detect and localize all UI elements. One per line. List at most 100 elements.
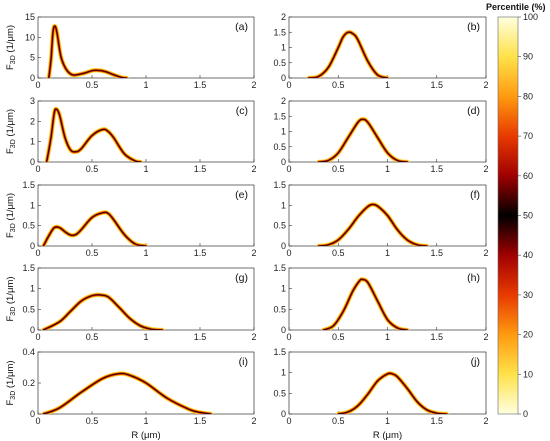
y-tick-label: 0 [281,157,286,167]
axes-box [288,351,487,415]
x-tick-label: 0.5 [332,248,345,258]
colorbar: Percentile (%) 0 10 20 30 40 50 60 70 80 90 100 [486,2,546,419]
y-tick-label: 0.5 [273,58,286,68]
y-tick-label: 1 [281,43,286,53]
colorbar-tick-label: 60 [523,171,533,181]
x-tick-label: 1.5 [194,80,207,90]
x-tick-label: 1.5 [430,80,443,90]
y-tick-label: 2 [281,96,286,106]
x-tick-label: 2 [251,332,256,342]
x-tick-label: 0 [286,416,291,426]
x-tick-label: 1.5 [194,416,207,426]
band-outer [316,202,430,246]
x-tick-label: 0.5 [332,416,345,426]
median-line [43,373,212,414]
y-tick-label: 1 [30,284,35,294]
panel-label: (f) [470,189,480,201]
y-tick-label: 0.5 [273,304,286,314]
y-tick-label: 1.5 [273,27,286,37]
colorbar-tick-label: 50 [523,211,533,221]
y-axis-label: F3D (1/μm) [5,276,17,321]
panel-j: 0 0.5 1 1.5 2 0 0.5 1 1.5 (j) R (μm) [273,347,488,441]
y-tick-label: 1 [281,368,286,378]
x-tick-label: 1 [143,80,148,90]
y-axis-label: F3D (1/μm) [5,25,17,70]
panel-i: 0 0.5 1 1.5 2 0 0.2 0.4 (i) F3D (1/μm) R (μm) [5,347,257,441]
y-tick-label: 0 [30,409,35,419]
x-tick-label: 2 [251,80,256,90]
colorbar-ticks: 0 10 20 30 40 50 60 70 80 90 100 [518,12,538,419]
percentile-band [316,117,410,162]
percentile-band [44,106,143,162]
y-tick-label: 0 [281,325,286,335]
x-tick-label: 1.5 [430,164,443,174]
percentile-band [316,202,430,246]
y-tick-label: 0.5 [273,388,286,398]
x-tick-label: 2 [251,416,256,426]
panel-b: 0 0.5 1 1.5 2 0 0.5 1 1.5 2 (b) [273,12,488,90]
percentile-band [336,370,449,414]
panel-label: (b) [467,21,480,33]
median-line [318,118,408,162]
panel-label: (d) [467,105,480,117]
panel-d: 0 0.5 1 1.5 2 0 0.5 1 1.5 2 (d) [273,96,488,174]
x-tick-label: 0 [35,248,40,258]
percentile-band [306,29,390,78]
x-tick-label: 1.5 [194,248,207,258]
x-tick-label: 0 [35,80,40,90]
x-tick-label: 0 [35,164,40,174]
y-tick-label: 15 [25,12,35,22]
colorbar-tick-label: 80 [523,91,533,101]
colorbar-gradient [497,16,519,415]
panel-f: 0 0.5 1 1.5 2 0 0.5 1 1.5 (f) [273,180,488,258]
median-line [48,25,127,78]
x-tick-label: 2 [483,416,488,426]
panel-label: (h) [467,272,480,284]
x-tick-label: 2 [483,248,488,258]
y-tick-label: 0 [30,157,35,167]
y-tick-label: 5 [30,53,35,63]
band-inner [42,293,164,330]
x-tick-label: 0 [286,80,291,90]
x-tick-label: 1.5 [430,416,443,426]
panel-c: 0 0.5 1 1.5 2 0 1 2 3 (c) F3D (1/μm) [5,96,257,174]
x-axis-label: R (μm) [131,430,160,441]
y-tick-label: 1.5 [273,263,286,273]
x-tick-label: 1 [143,332,148,342]
x-tick-label: 2 [251,248,256,258]
y-axis-label: F3D (1/μm) [5,193,17,238]
band-mid [41,293,164,330]
y-tick-label: 1.5 [273,347,286,357]
x-tick-label: 1 [385,80,390,90]
x-tick-label: 0.5 [332,164,345,174]
median-line [308,31,388,78]
y-tick-label: 1.5 [22,180,35,190]
band-mid [307,30,389,78]
y-axis-label: F3D (1/μm) [5,109,17,154]
x-tick-label: 0 [35,332,40,342]
median-line [337,372,447,414]
x-tick-label: 0.5 [332,80,345,90]
colorbar-tick-label: 20 [523,330,533,340]
x-tick-label: 2 [251,164,256,174]
percentile-band [41,210,149,246]
y-tick-label: 0 [30,73,35,83]
y-tick-label: 0 [281,73,286,83]
y-tick-label: 1 [281,127,286,137]
percentile-band [41,371,214,414]
y-tick-label: 2 [281,12,286,22]
band-mid [317,117,409,162]
x-tick-label: 0 [286,164,291,174]
y-tick-label: 0.5 [273,221,286,231]
x-tick-label: 1 [385,332,390,342]
panel-e: 0 0.5 1 1.5 2 0 0.5 1 1.5 (e) F3D (1/μm) [5,180,257,258]
median-line [318,204,428,246]
median-line [323,278,408,330]
x-tick-label: 1 [385,416,390,426]
x-tick-label: 1 [143,248,148,258]
x-tick-label: 2 [483,164,488,174]
colorbar-tick-label: 10 [523,369,533,379]
x-tick-label: 0.5 [86,80,99,90]
